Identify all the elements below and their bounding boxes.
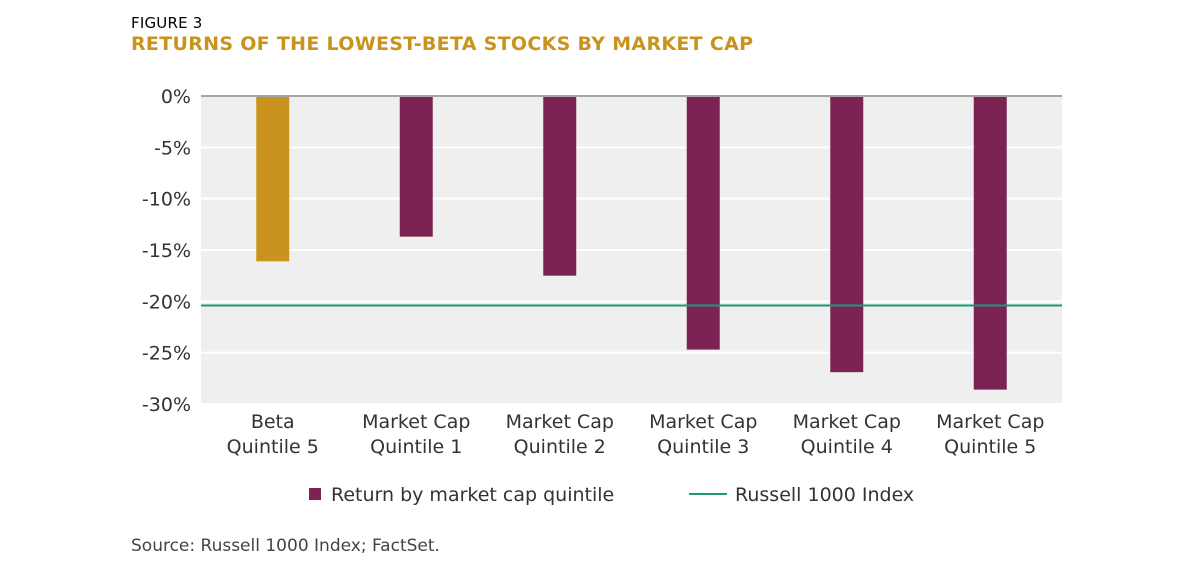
x-tick-label-line: Quintile 1: [370, 436, 462, 458]
x-tick-label-line: Beta: [251, 411, 295, 433]
bar: [686, 96, 720, 350]
y-tick-label: -20%: [142, 291, 191, 313]
legend-label-line: Russell 1000 Index: [735, 484, 914, 506]
legend-swatch-bar: [309, 488, 321, 500]
y-tick-label: -25%: [142, 343, 191, 365]
x-tick-label-line: Quintile 5: [227, 436, 319, 458]
y-axis-tick-labels: 0% -5% -10% -15% -20% -25% -30%: [142, 86, 191, 416]
x-tick-label-line: Market Cap: [362, 411, 470, 433]
bar: [399, 96, 433, 237]
bar-highlight: [256, 96, 290, 262]
x-tick-label-line: Market Cap: [936, 411, 1044, 433]
x-tick-label-line: Quintile 5: [944, 436, 1036, 458]
y-tick-label: 0%: [161, 86, 191, 108]
x-tick-label-line: Quintile 4: [801, 436, 893, 458]
chart-title: RETURNS OF THE LOWEST-BETA STOCKS BY MAR…: [131, 33, 754, 55]
x-tick-label: Market Cap Quintile 4: [793, 411, 901, 458]
legend-label-bars: Return by market cap quintile: [331, 484, 614, 506]
x-tick-label: Beta Quintile 5: [227, 411, 319, 458]
x-tick-label: Market Cap Quintile 2: [506, 411, 614, 458]
x-tick-label-line: Quintile 2: [514, 436, 606, 458]
bar-chart: 0% -5% -10% -15% -20% -25% -30% Beta Quintile 5…: [142, 86, 1062, 506]
source-note: Source: Russell 1000 Index; FactSet.: [131, 536, 440, 556]
y-tick-label: -5%: [154, 137, 191, 159]
x-tick-label: Market Cap Quintile 5: [936, 411, 1044, 458]
x-tick-label-line: Market Cap: [793, 411, 901, 433]
bar: [543, 96, 577, 276]
x-tick-label: Market Cap Quintile 3: [649, 411, 757, 458]
y-tick-label: -30%: [142, 394, 191, 416]
gridlines: [201, 146, 1062, 405]
figure-label: FIGURE 3: [131, 14, 203, 32]
x-tick-label-line: Quintile 3: [657, 436, 749, 458]
x-tick-label-line: Market Cap: [506, 411, 614, 433]
x-tick-label-line: Market Cap: [649, 411, 757, 433]
x-tick-label: Market Cap Quintile 1: [362, 411, 470, 458]
bar: [973, 96, 1007, 390]
legend: Return by market cap quintile Russell 100…: [309, 484, 914, 506]
y-tick-label: -15%: [142, 240, 191, 262]
y-tick-label: -10%: [142, 189, 191, 211]
bar: [830, 96, 864, 373]
bars: [201, 95, 1062, 390]
